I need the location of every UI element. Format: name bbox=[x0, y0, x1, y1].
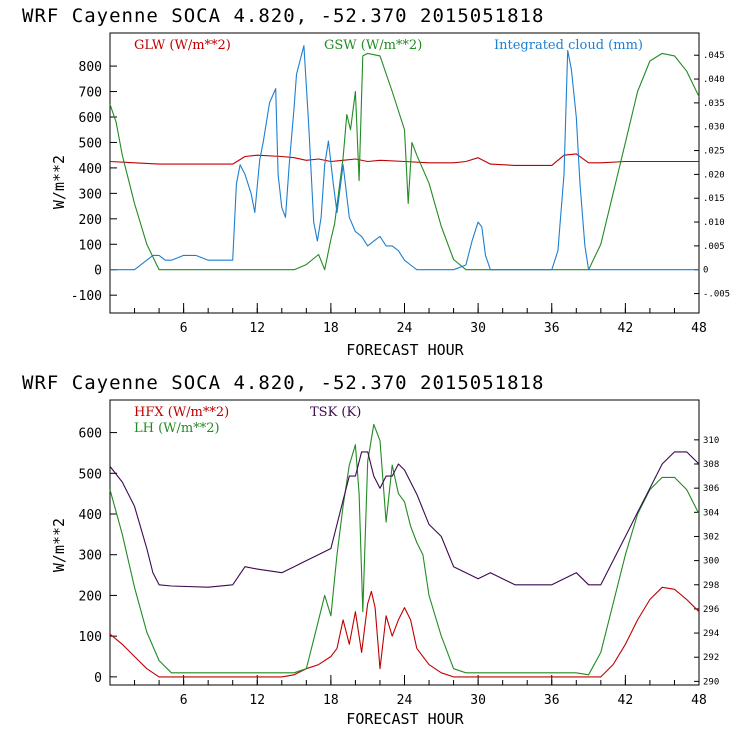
legend-hfx: HFX (W/m**2) bbox=[134, 405, 229, 420]
legend-lh: LH (W/m**2) bbox=[134, 421, 220, 436]
series-tsk-line bbox=[109, 451, 700, 588]
y-tick-label: 200 bbox=[79, 213, 102, 228]
y-tick-label: 200 bbox=[79, 589, 102, 604]
y-tick-label: 300 bbox=[79, 187, 102, 202]
series-gsw-line bbox=[109, 52, 700, 271]
y2-tick-label: .010 bbox=[703, 218, 725, 228]
y-tick-label: 500 bbox=[79, 136, 102, 151]
y2-tick-label: 300 bbox=[703, 557, 719, 567]
x-tick-label: 42 bbox=[618, 321, 634, 336]
chart-top-ylabel: W/m**2 bbox=[50, 155, 68, 209]
y2-tick-label: 298 bbox=[703, 581, 719, 591]
y-tick-label: 0 bbox=[94, 671, 102, 686]
y2-tick-label: .045 bbox=[703, 51, 725, 61]
chart-top-y-ticks: -100 0 100 200 300 400 500 600 700 800 bbox=[71, 60, 117, 304]
y2-tick-label: 308 bbox=[703, 460, 719, 470]
y2-tick-label: 306 bbox=[703, 484, 719, 494]
x-tick-label: 24 bbox=[397, 321, 413, 336]
y2-tick-label: 0 bbox=[703, 266, 708, 276]
y2-tick-label: .035 bbox=[703, 99, 725, 109]
y2-tick-label: .025 bbox=[703, 147, 725, 157]
chart-top: WRF Cayenne SOCA 4.820, -52.370 20150518… bbox=[22, 5, 730, 359]
legend-glw: GLW (W/m**2) bbox=[134, 38, 231, 53]
x-tick-label: 36 bbox=[544, 693, 560, 708]
series-integrated-line bbox=[110, 45, 699, 271]
x-tick-label: 30 bbox=[470, 693, 486, 708]
legend-tsk: TSK (K) bbox=[310, 405, 361, 420]
y-tick-label: 700 bbox=[79, 86, 102, 101]
chart-bottom-y2-ticks: 290 292 294 296 298 300 302 304 306 308 310 bbox=[694, 436, 719, 687]
series-lh-line bbox=[109, 423, 700, 676]
y2-tick-label: .005 bbox=[703, 242, 725, 252]
y2-tick-label: 296 bbox=[703, 605, 719, 615]
chart-top-x-ticks: 6 12 18 24 30 36 42 48 bbox=[134, 303, 707, 336]
chart-top-title: WRF Cayenne SOCA 4.820, -52.370 20150518… bbox=[22, 5, 544, 27]
y-tick-label: 600 bbox=[79, 427, 102, 442]
x-tick-label: 42 bbox=[618, 693, 634, 708]
x-tick-label: 18 bbox=[323, 321, 339, 336]
chart-bottom-xlabel: FORECAST HOUR bbox=[346, 710, 464, 728]
chart-top-frame bbox=[109, 32, 700, 314]
legend-cloud: Integrated cloud (mm) bbox=[494, 38, 643, 53]
x-tick-label: 12 bbox=[249, 321, 265, 336]
y-tick-label: 500 bbox=[79, 467, 102, 482]
x-tick-label: 30 bbox=[470, 321, 486, 336]
y2-tick-label: 302 bbox=[703, 532, 719, 542]
y-tick-label: 100 bbox=[79, 630, 102, 645]
y-tick-label: 400 bbox=[79, 508, 102, 523]
y-tick-label: 800 bbox=[79, 60, 102, 75]
series-glw-line bbox=[109, 153, 699, 166]
series-hfx-line bbox=[109, 586, 700, 678]
x-tick-label: 12 bbox=[249, 693, 265, 708]
chart-bottom-series bbox=[109, 423, 700, 678]
x-tick-label: 36 bbox=[544, 321, 560, 336]
chart-top-xlabel: FORECAST HOUR bbox=[346, 341, 464, 359]
x-tick-label: 24 bbox=[397, 693, 413, 708]
y2-tick-label: 294 bbox=[703, 629, 719, 639]
x-tick-label: 6 bbox=[180, 693, 188, 708]
y-tick-label: 400 bbox=[79, 162, 102, 177]
y-tick-label: 300 bbox=[79, 549, 102, 564]
x-tick-label: 18 bbox=[323, 693, 339, 708]
chart-bottom-title: WRF Cayenne SOCA 4.820, -52.370 20150518… bbox=[22, 372, 544, 394]
chart-top-series bbox=[109, 45, 700, 271]
chart-bottom-ylabel: W/m**2 bbox=[50, 518, 68, 572]
y-tick-label: 0 bbox=[94, 264, 102, 279]
y2-tick-label: 304 bbox=[703, 508, 719, 518]
y2-tick-label: .020 bbox=[703, 170, 725, 180]
x-tick-label: 6 bbox=[180, 321, 188, 336]
chart-bottom-x-ticks: 6 12 18 24 30 36 42 48 bbox=[134, 675, 707, 708]
x-tick-label: 48 bbox=[691, 693, 707, 708]
y2-tick-label: -.005 bbox=[703, 290, 730, 300]
y2-tick-label: .015 bbox=[703, 194, 725, 204]
y-tick-label: -100 bbox=[71, 289, 102, 304]
y-tick-label: 600 bbox=[79, 111, 102, 126]
chart-top-y2-ticks: -.005 0 .005 .010 .015 .020 .025 .030 .035 .040 .0… bbox=[694, 51, 730, 300]
y2-tick-label: 292 bbox=[703, 653, 719, 663]
y2-tick-label: .030 bbox=[703, 123, 725, 133]
y-tick-label: 100 bbox=[79, 238, 102, 253]
y2-tick-label: .040 bbox=[703, 75, 725, 85]
legend-gsw: GSW (W/m**2) bbox=[324, 38, 422, 53]
chart-bottom-frame bbox=[109, 399, 700, 686]
x-tick-label: 48 bbox=[691, 321, 707, 336]
chart-bottom: WRF Cayenne SOCA 4.820, -52.370 20150518… bbox=[22, 372, 719, 728]
y2-tick-label: 310 bbox=[703, 436, 719, 446]
y2-tick-label: 290 bbox=[703, 677, 719, 687]
chart-bottom-y-ticks: 0 100 200 300 400 500 600 bbox=[79, 427, 117, 686]
